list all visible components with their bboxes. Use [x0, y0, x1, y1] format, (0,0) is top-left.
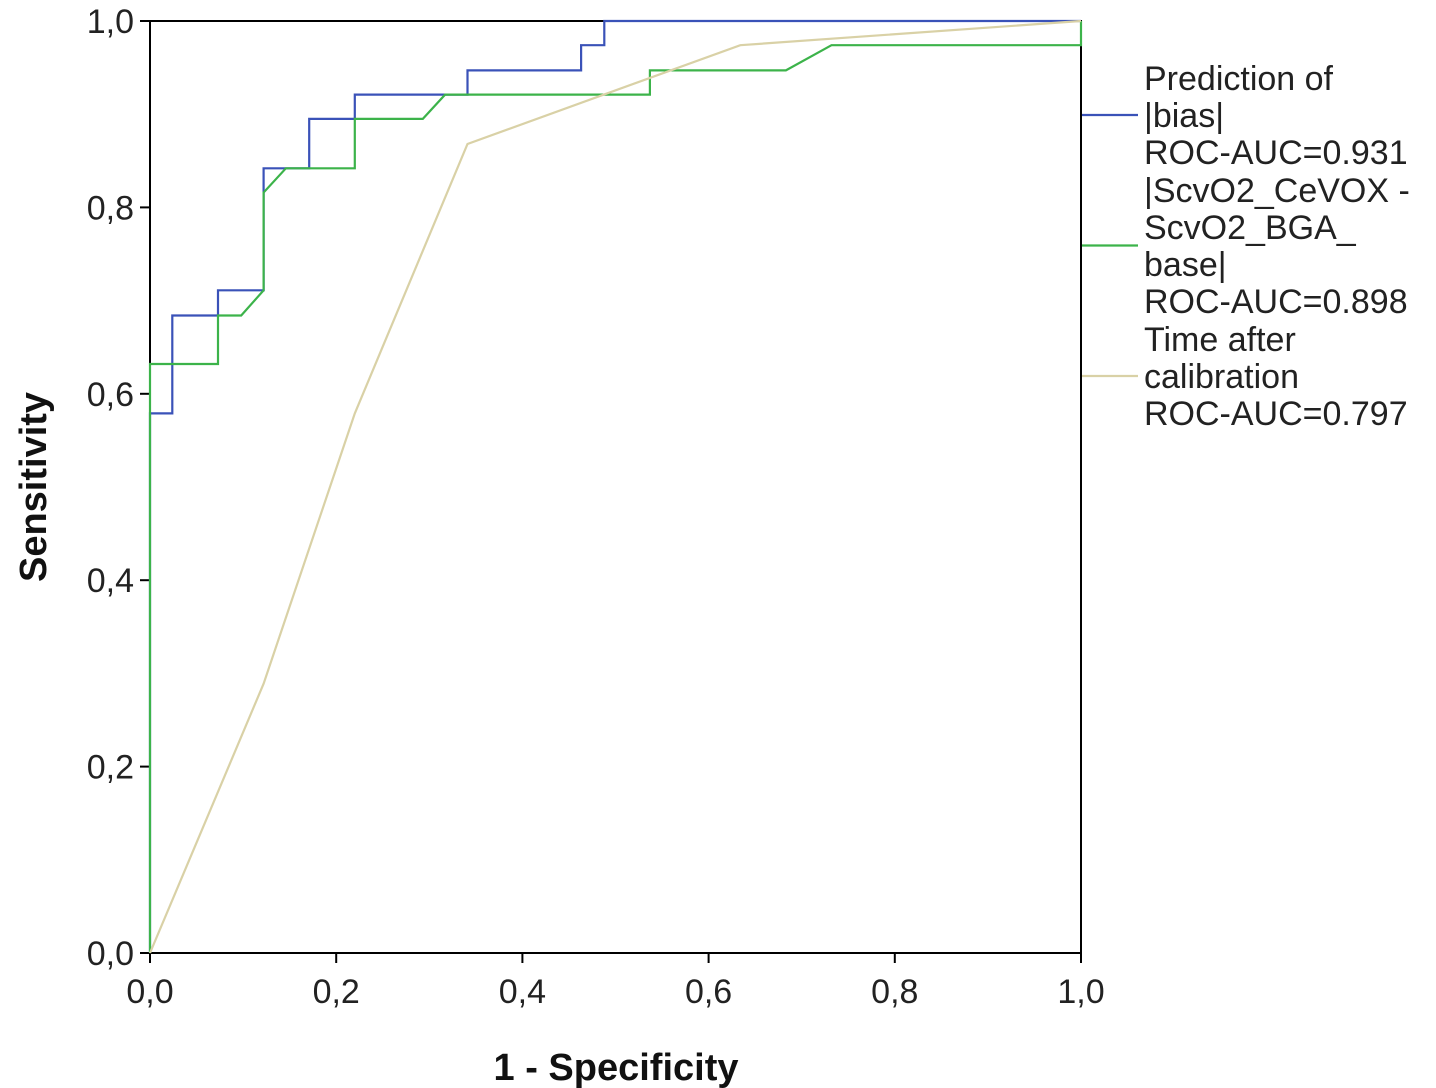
x-tick-label: 1,0 — [1057, 973, 1104, 1011]
legend-label-3: ROC-AUC=0.797 — [1144, 395, 1408, 433]
legend-label-2: ROC-AUC=0.898 — [1144, 283, 1408, 321]
x-tick-label: 0,2 — [313, 973, 360, 1011]
legend-label-1: Prediction of — [1144, 60, 1334, 98]
legend-label-3: calibration — [1144, 358, 1299, 396]
series-line-1 — [148, 19, 1081, 953]
legend-label-2: |ScvO2_CeVOX - — [1144, 172, 1410, 210]
legend-label-1: |bias| — [1144, 97, 1224, 135]
y-axis-title: Sensitivity — [13, 392, 55, 582]
series-line-2 — [148, 21, 1083, 953]
x-tick-label: 0,6 — [685, 973, 732, 1011]
legend-label-1: ROC-AUC=0.931 — [1144, 134, 1408, 172]
x-tick-label: 0,0 — [126, 973, 173, 1011]
x-axis: 0,0 0,2 0,4 0,6 0,8 1,0 — [126, 953, 1105, 1011]
y-tick-label: 1,0 — [87, 3, 134, 41]
y-tick-label: 0,6 — [87, 376, 134, 414]
x-axis-title: 1 - Specificity — [494, 1047, 739, 1088]
x-tick-label: 0,4 — [499, 973, 546, 1011]
plot-area — [149, 20, 1082, 954]
legend-label-2: base| — [1144, 246, 1227, 284]
y-tick-label: 0,4 — [87, 562, 134, 600]
y-axis: 0,0 0,2 0,4 0,6 0,8 1,0 — [87, 3, 150, 973]
series-layer — [148, 19, 1083, 954]
legend-label-2: ScvO2_BGA_ — [1144, 209, 1357, 247]
y-tick-label: 0,8 — [87, 189, 134, 227]
y-tick-label: 0,0 — [87, 935, 134, 973]
legend-label-3: Time after — [1144, 321, 1296, 359]
y-tick-label: 0,2 — [87, 749, 134, 787]
legend: Prediction of|bias|ROC-AUC=0.931|ScvO2_C… — [1082, 60, 1410, 433]
plot-frame — [149, 20, 1082, 954]
series-line-3 — [148, 19, 1082, 954]
x-tick-label: 0,8 — [871, 973, 918, 1011]
